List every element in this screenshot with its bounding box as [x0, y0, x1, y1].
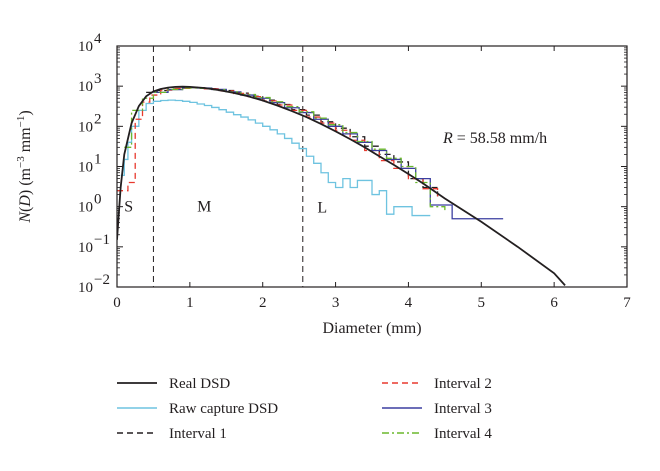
y-tick-exponent: 1	[94, 152, 102, 168]
y-tick-label: 10	[78, 200, 93, 216]
x-tick-label: 7	[623, 295, 631, 311]
series-line-raw-capture-dsd	[120, 99, 431, 217]
x-tick-label: 1	[186, 295, 194, 311]
legend-label-interval-1: Interval 1	[169, 426, 227, 442]
legend: Real DSD Raw capture DSD Interval 1 Interva…	[117, 376, 492, 442]
series-line-interval-4	[124, 87, 446, 213]
y-tick-label: 10	[78, 280, 93, 296]
y-tick-label: 10	[78, 79, 93, 95]
y-tick-label: 10	[78, 160, 93, 176]
legend-label-interval-2: Interval 2	[434, 376, 492, 392]
y-tick-label: 10	[78, 119, 93, 135]
legend-label-real-dsd: Real DSD	[169, 376, 230, 392]
legend-label-interval-4: Interval 4	[434, 426, 492, 442]
y-axis-label: N(D) (m−3 mm−1)	[15, 110, 34, 223]
x-axis-label: Diameter (mm)	[322, 320, 421, 337]
plot-frame	[116, 45, 628, 288]
y-tick-exponent: −1	[94, 232, 110, 248]
x-tick-label: 3	[332, 295, 340, 311]
x-tick-label: 6	[550, 295, 558, 311]
y-tick-exponent: −2	[94, 272, 110, 288]
y-tick-exponent: 0	[94, 192, 102, 208]
region-label-m: M	[197, 199, 211, 216]
y-tick-label: 10	[78, 39, 93, 55]
plot-area	[117, 46, 566, 287]
legend-label-raw-capture-dsd: Raw capture DSD	[169, 401, 278, 417]
legend-label-interval-3: Interval 3	[434, 401, 492, 417]
y-tick-exponent: 3	[94, 71, 102, 87]
x-tick-label: 2	[259, 295, 267, 311]
y-tick-exponent: 2	[94, 111, 102, 127]
rain-rate-annotation: R = 58.58 mm/h	[442, 130, 547, 147]
series-line-real-dsd	[117, 85, 566, 286]
region-label-l: L	[317, 200, 327, 217]
x-tick-label: 0	[113, 295, 121, 311]
y-tick-exponent: 4	[94, 31, 102, 47]
x-tick-label: 5	[478, 295, 486, 311]
y-tick-label: 10	[78, 240, 93, 256]
x-tick-label: 4	[405, 295, 413, 311]
region-label-s: S	[124, 199, 133, 216]
